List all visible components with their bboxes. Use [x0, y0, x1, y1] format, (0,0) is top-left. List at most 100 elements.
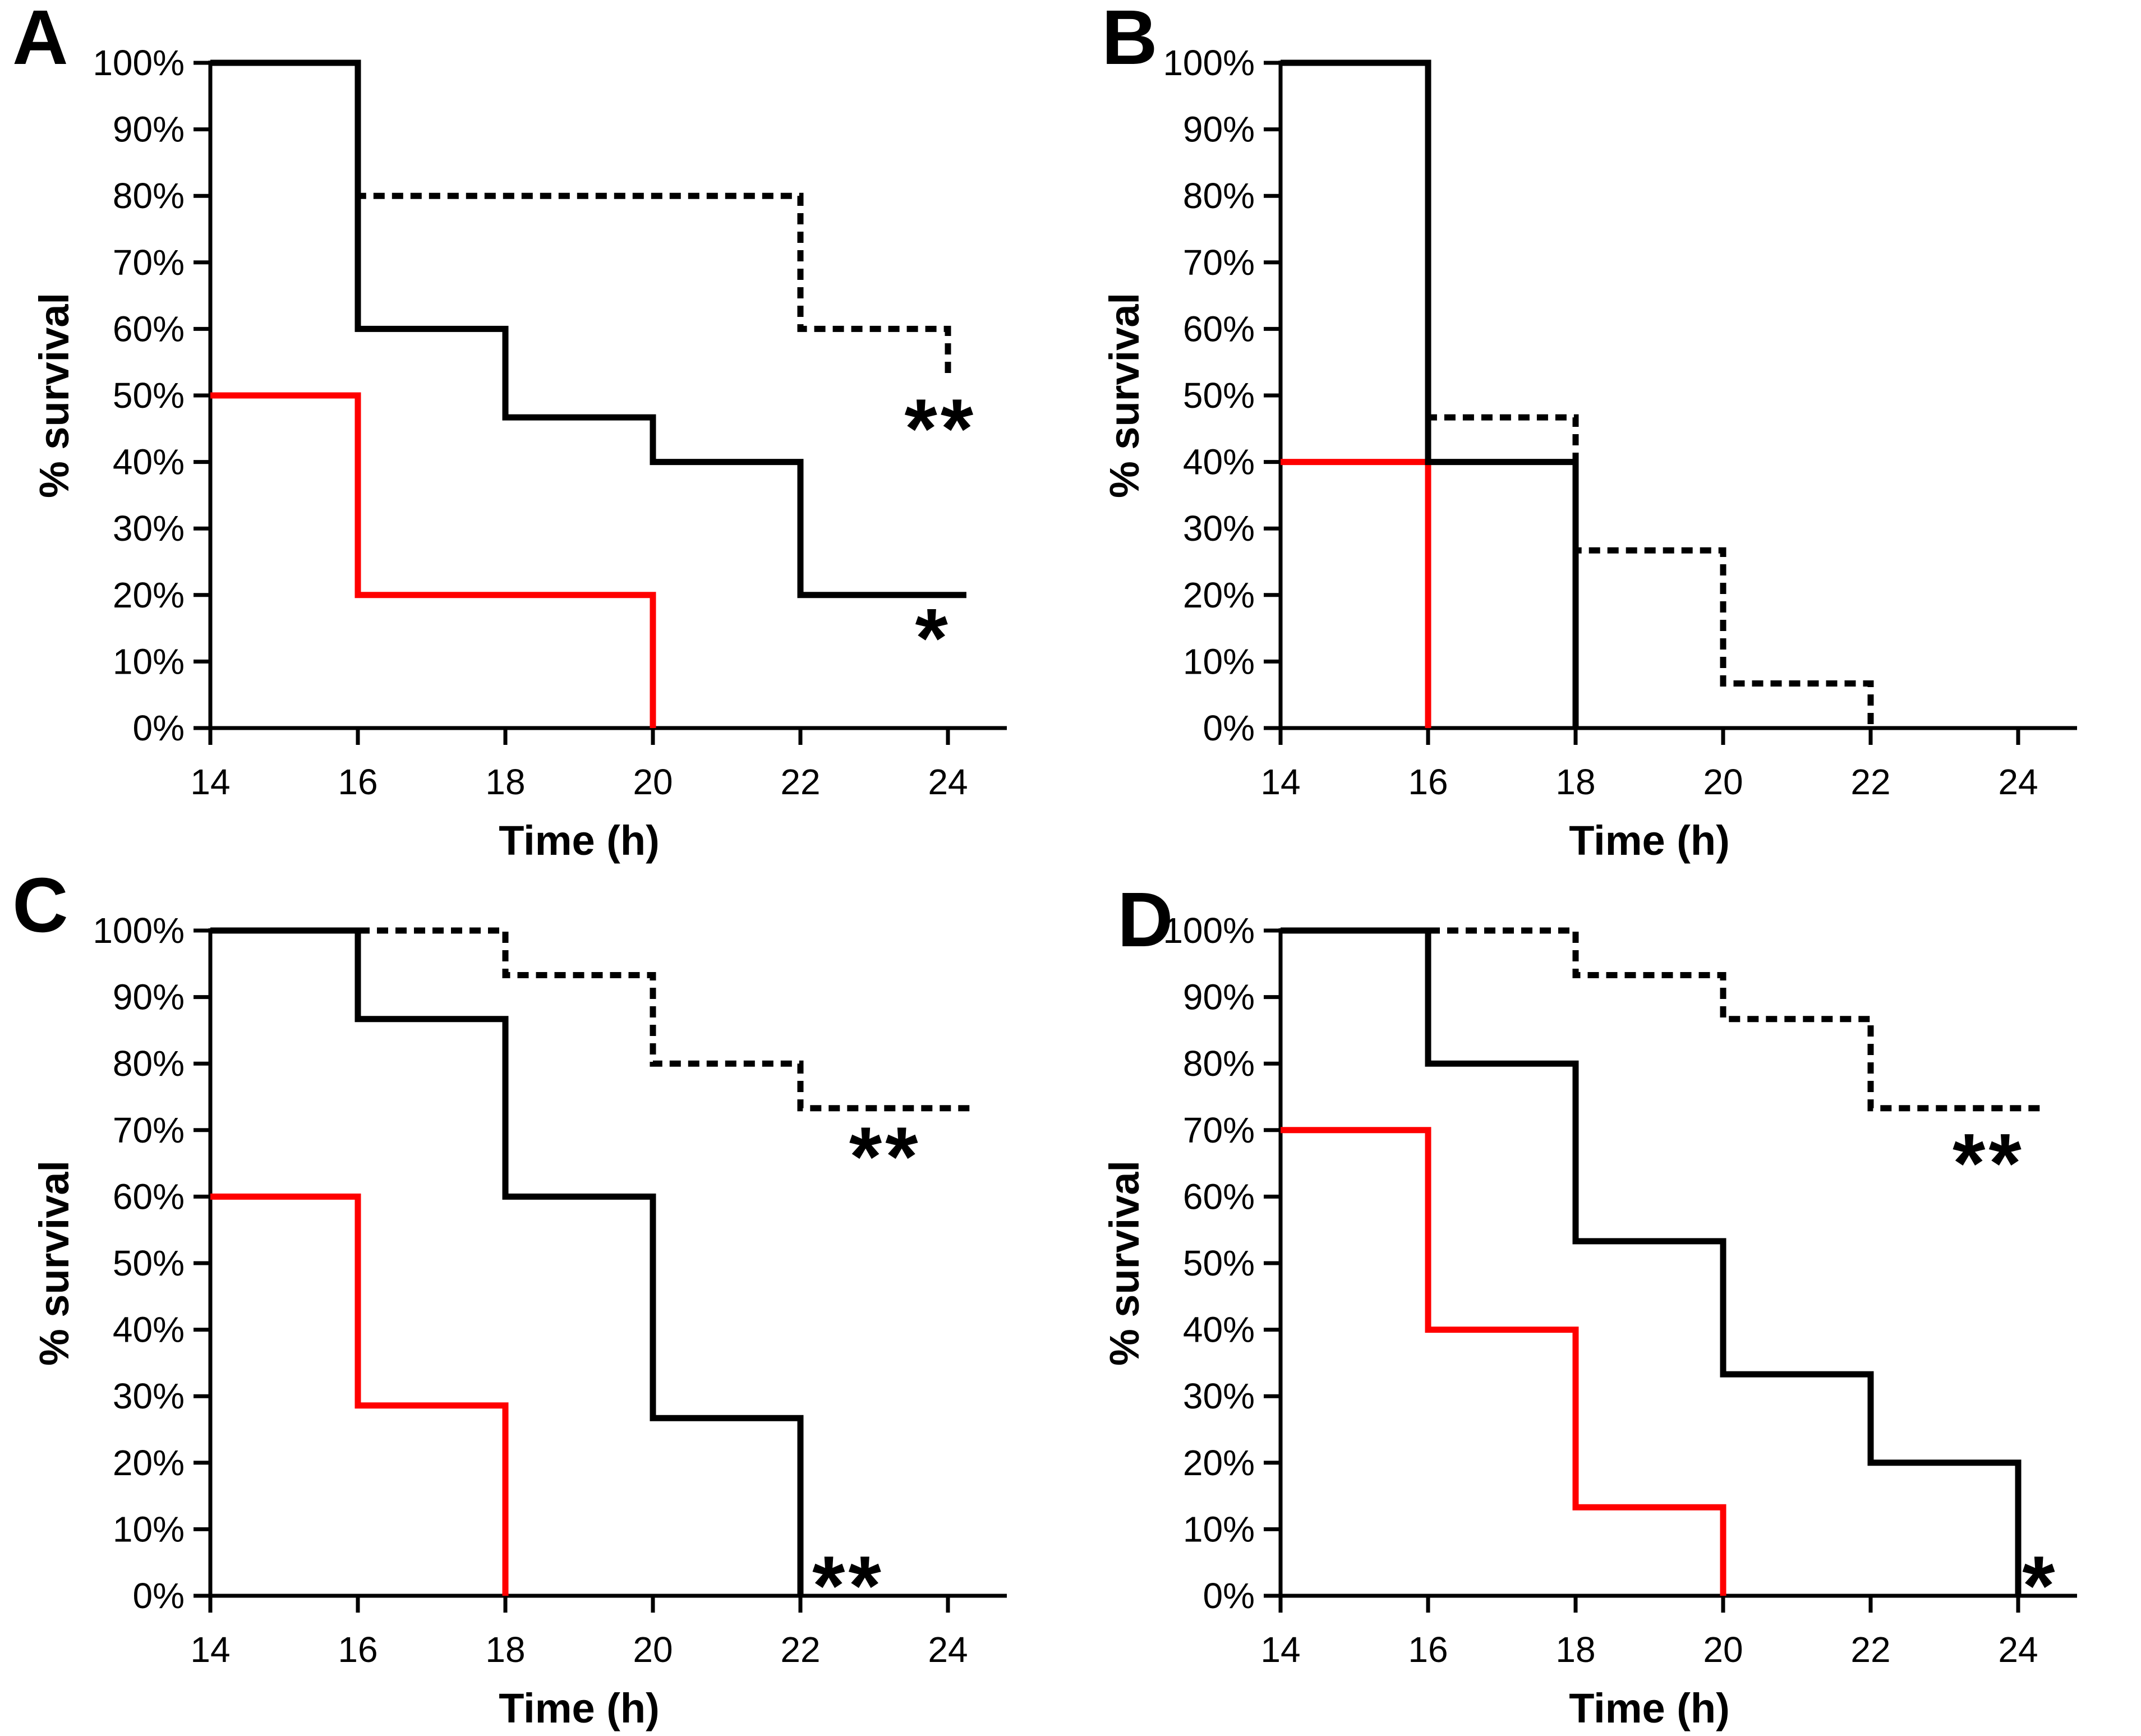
y-tick-label: 50% — [1183, 1243, 1255, 1283]
figure-panel-c: C 0% 10% 20% 30% 40% 50% 60% 70% 80% 90% 100% 14 16 1… — [0, 868, 1070, 1736]
survival-curve-black-dashed — [210, 927, 970, 1112]
y-tick-label: 10% — [1183, 641, 1255, 681]
x-tick-label: 22 — [1850, 762, 1890, 802]
y-tick-label: 20% — [1183, 1443, 1255, 1483]
survival-curve-red-solid — [210, 392, 656, 728]
y-tick-label: 20% — [113, 575, 185, 615]
x-tick-label: 22 — [780, 1629, 820, 1670]
x-tick-label: 18 — [1555, 1629, 1595, 1670]
survival-curve-red-solid — [210, 1193, 509, 1596]
y-tick-label: 0% — [133, 1576, 185, 1616]
x-axis-title: Time (h) — [1569, 1685, 1729, 1732]
x-tick-label: 22 — [780, 762, 820, 802]
y-tick-label: 60% — [113, 1176, 185, 1217]
y-tick-label: 40% — [113, 442, 185, 482]
y-tick-label: 50% — [1183, 375, 1255, 416]
survival-curve-black-solid — [210, 59, 966, 598]
y-tick-label: 40% — [113, 1310, 185, 1350]
y-tick-label: 100% — [1163, 43, 1255, 83]
panel-label: B — [1102, 0, 1158, 81]
y-tick-label: 80% — [113, 1043, 185, 1084]
y-axis-title: % survival — [1101, 293, 1148, 498]
x-tick-label: 24 — [928, 762, 968, 802]
significance-marker: * — [915, 591, 951, 685]
y-tick-label: 100% — [1163, 910, 1255, 951]
x-tick-label: 16 — [338, 1629, 377, 1670]
x-tick-label: 24 — [1998, 762, 2038, 802]
panel-label: D — [1117, 877, 1173, 963]
y-tick-label: 30% — [113, 508, 185, 549]
y-tick-label: 50% — [113, 375, 185, 416]
y-tick-label: 50% — [113, 1243, 185, 1283]
x-tick-label: 22 — [1850, 1629, 1890, 1670]
y-tick-label: 100% — [93, 43, 185, 83]
x-tick-label: 20 — [633, 1629, 673, 1670]
x-tick-label: 24 — [1998, 1629, 2038, 1670]
y-tick-label: 90% — [1183, 977, 1255, 1017]
y-tick-label: 40% — [1183, 1310, 1255, 1350]
y-tick-label: 10% — [113, 641, 185, 681]
survival-chart: 0% 10% 20% 30% 40% 50% 60% 70% 80% 90% 100% 14 16 18 2… — [1101, 43, 2077, 864]
x-tick-label: 14 — [1260, 1629, 1300, 1670]
y-tick-label: 0% — [133, 708, 185, 748]
x-tick-label: 16 — [1408, 762, 1448, 802]
survival-chart: 0% 10% 20% 30% 40% 50% 60% 70% 80% 90% 100% 14 16 18 2… — [31, 43, 1007, 864]
survival-curve-black-solid — [1281, 59, 1579, 728]
x-axis-title: Time (h) — [1569, 817, 1729, 864]
y-tick-label: 90% — [113, 977, 185, 1017]
survival-curve-black-dashed — [210, 59, 951, 374]
x-tick-label: 16 — [1408, 1629, 1448, 1670]
figure-panel-b: B 0% 10% 20% 30% 40% 50% 60% 70% 80% 90% 100% 14 16 1… — [1070, 0, 2141, 868]
panel-label: C — [12, 868, 68, 948]
survival-chart: 0% 10% 20% 30% 40% 50% 60% 70% 80% 90% 100% 14 16 18 2… — [1101, 910, 2077, 1732]
significance-marker: ** — [1953, 1116, 2025, 1210]
y-tick-label: 20% — [113, 1443, 185, 1483]
x-tick-label: 18 — [485, 1629, 525, 1670]
x-axis-title: Time (h) — [499, 817, 659, 864]
y-tick-label: 10% — [113, 1509, 185, 1549]
y-tick-label: 60% — [1183, 1176, 1255, 1217]
y-tick-label: 60% — [1183, 308, 1255, 349]
survival-curve-red-solid — [1281, 1127, 1726, 1596]
y-tick-label: 30% — [1183, 508, 1255, 549]
x-tick-label: 16 — [338, 762, 377, 802]
survival-curve-black-solid — [1281, 927, 2022, 1596]
y-tick-label: 90% — [113, 109, 185, 150]
y-tick-label: 10% — [1183, 1509, 1255, 1549]
y-tick-label: 90% — [1183, 109, 1255, 150]
figure-panel-d: D 0% 10% 20% 30% 40% 50% 60% 70% 80% 90% 100% 14 16 1… — [1070, 868, 2141, 1736]
y-tick-label: 60% — [113, 308, 185, 349]
x-tick-label: 24 — [928, 1629, 968, 1670]
y-axis-title: % survival — [31, 293, 77, 498]
y-axis-title: % survival — [1101, 1161, 1148, 1366]
x-tick-label: 14 — [190, 1629, 230, 1670]
y-tick-label: 100% — [93, 910, 185, 951]
y-tick-label: 80% — [1183, 1043, 1255, 1084]
x-tick-label: 20 — [1703, 762, 1743, 802]
y-tick-label: 70% — [1183, 242, 1255, 283]
x-axis-title: Time (h) — [499, 1685, 659, 1732]
y-tick-label: 30% — [113, 1376, 185, 1416]
survival-curve-black-solid — [210, 927, 804, 1596]
x-tick-label: 18 — [1555, 762, 1595, 802]
x-tick-label: 20 — [1703, 1629, 1743, 1670]
x-tick-label: 14 — [190, 762, 230, 802]
y-tick-label: 30% — [1183, 1376, 1255, 1416]
significance-marker: ** — [849, 1109, 922, 1204]
y-tick-label: 40% — [1183, 442, 1255, 482]
y-tick-label: 0% — [1203, 1576, 1255, 1616]
y-tick-label: 80% — [113, 176, 185, 216]
x-tick-label: 20 — [633, 762, 673, 802]
panel-label: A — [12, 0, 68, 81]
survival-curve-red-solid — [1281, 459, 1431, 728]
significance-marker: ** — [904, 381, 977, 476]
significance-marker: ** — [812, 1538, 885, 1632]
y-tick-label: 20% — [1183, 575, 1255, 615]
x-tick-label: 14 — [1260, 762, 1300, 802]
survival-chart: 0% 10% 20% 30% 40% 50% 60% 70% 80% 90% 100% 14 16 18 2… — [31, 910, 1007, 1732]
figure-panel-a: A 0% 10% 20% 30% 40% 50% 60% 70% 80% 90% 100% 14 16 1… — [0, 0, 1070, 868]
y-tick-label: 70% — [1183, 1110, 1255, 1150]
y-tick-label: 70% — [113, 1110, 185, 1150]
survival-curve-black-dashed — [1281, 927, 2044, 1112]
